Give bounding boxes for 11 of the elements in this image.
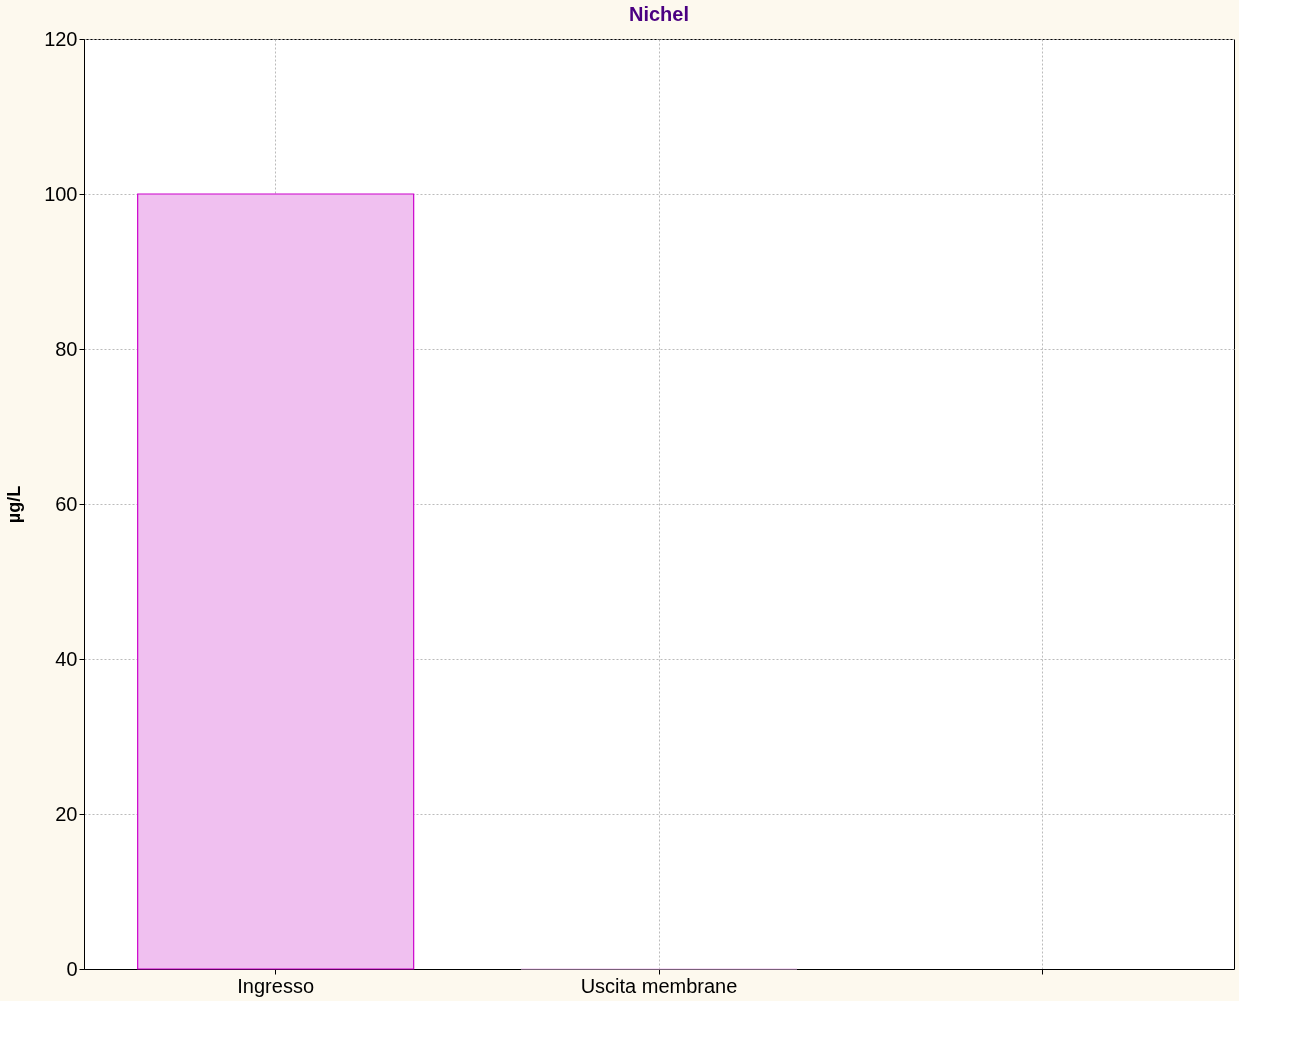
y-tick-label: 60 — [55, 492, 78, 515]
y-axis-title: µg/L — [4, 485, 25, 524]
y-tick-label: 120 — [44, 27, 78, 50]
y-tick-label: 80 — [55, 337, 78, 360]
y-tick-label: 0 — [66, 957, 78, 980]
y-tick-label: 40 — [55, 647, 78, 670]
x-tick-label: Ingresso — [237, 974, 315, 997]
x-tick-label: Uscita membrane — [580, 974, 738, 997]
y-tick-label: 100 — [44, 182, 78, 205]
y-tick-label: 20 — [55, 802, 78, 825]
chart-title: Nichel — [628, 3, 690, 25]
